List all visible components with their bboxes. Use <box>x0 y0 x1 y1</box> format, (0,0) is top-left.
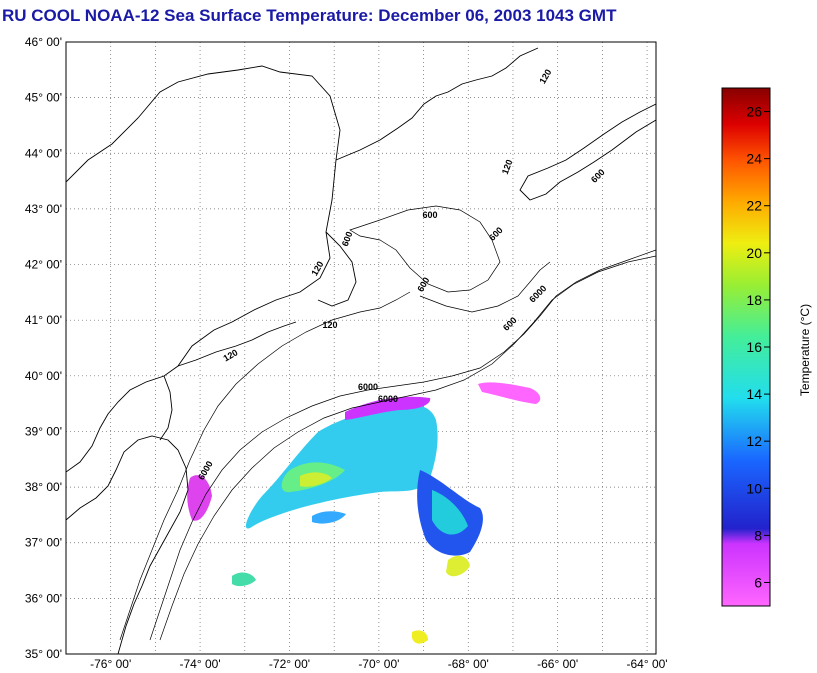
coast-longisland <box>177 321 297 367</box>
isobath-label: 600 <box>422 210 437 220</box>
lat-tick-label: 46° 00' <box>25 35 62 49</box>
isobath-label: 6000 <box>196 459 215 481</box>
colorbar-label: Temperature (°C) <box>798 304 812 396</box>
lat-tick-label: 45° 00' <box>25 91 62 105</box>
isobath-6000 <box>159 255 656 641</box>
sst-patch-north-magenta <box>345 396 431 420</box>
lat-tick-label: 35° 00' <box>25 647 62 661</box>
colorbar-tick-label: 12 <box>746 433 762 449</box>
lon-tick-label: -64° 00' <box>626 657 667 671</box>
isobath-label: 600 <box>487 225 505 243</box>
coast-chesapeake <box>66 435 189 654</box>
sst-patch-main <box>245 404 438 529</box>
isobath-label: 6000 <box>378 394 398 404</box>
colorbar-tick-label: 6 <box>754 574 762 590</box>
colorbar-tick-label: 20 <box>746 245 762 261</box>
colorbar-tick-label: 10 <box>746 480 762 496</box>
map-title: RU COOL NOAA-12 Sea Surface Temperature:… <box>2 6 617 25</box>
colorbar-tick-label: 26 <box>746 104 762 120</box>
isobath-label: 120 <box>322 320 337 330</box>
isobath-label: 600 <box>589 167 607 185</box>
isobath-600 <box>149 249 656 641</box>
lon-tick-label: -68° 00' <box>448 657 489 671</box>
lat-tick-label: 37° 00' <box>25 536 62 550</box>
sst-patches <box>187 382 541 644</box>
sst-patch-cape <box>187 475 212 521</box>
sst-patch-east-cyan <box>432 490 468 535</box>
colorbar-tick-label: 14 <box>746 386 762 402</box>
lat-tick-label: 38° 00' <box>25 480 62 494</box>
isobath-label: 120 <box>309 259 325 277</box>
isobaths <box>119 205 656 641</box>
lon-tick-label: -66° 00' <box>537 657 578 671</box>
isobath-label: 600 <box>501 315 519 333</box>
isobath-label: 600 <box>340 230 355 248</box>
isobath-label: 600 <box>415 275 431 293</box>
sst-patch-bottom <box>412 630 428 644</box>
colorbar <box>721 87 771 607</box>
colorbar-tick-label: 8 <box>754 527 762 543</box>
lat-axis: 46° 00' 45° 00' 44° 00' 43° 00' 42° 00' 41° 0… <box>25 35 62 661</box>
graticule <box>66 42 656 654</box>
isobath-120 <box>119 291 411 641</box>
colorbar-tick-label: 22 <box>746 198 762 214</box>
map-frame <box>65 41 657 655</box>
lon-tick-label: -76° 00' <box>90 657 131 671</box>
isobath-georges <box>419 261 551 313</box>
lat-tick-label: 40° 00' <box>25 369 62 383</box>
coast-novascotia <box>519 103 656 201</box>
sst-patch-yellow <box>300 472 332 487</box>
sst-patch-south2 <box>446 555 470 577</box>
colorbar-tick-label: 18 <box>746 292 762 308</box>
lon-tick-label: -72° 00' <box>269 657 310 671</box>
coast-maine <box>335 47 539 161</box>
lat-tick-label: 41° 00' <box>25 313 62 327</box>
sst-patch-mid <box>312 511 346 524</box>
isobath-gulfmaine <box>349 205 501 293</box>
coast-delaware <box>159 375 173 441</box>
coast-main <box>66 65 341 473</box>
isobath-label: 120 <box>500 158 515 176</box>
colorbar-ticks: 26 24 22 20 18 16 14 12 10 8 6 <box>746 104 770 590</box>
lon-axis: -76° 00' -74° 00' -72° 00' -70° 00' -68° 00'… <box>90 657 667 671</box>
lat-tick-label: 39° 00' <box>25 424 62 438</box>
lon-tick-label: -70° 00' <box>358 657 399 671</box>
sst-patch-ne <box>478 382 541 404</box>
isobath-label: 6000 <box>527 283 548 304</box>
coast-capecod <box>317 231 357 307</box>
lon-tick-label: -74° 00' <box>180 657 221 671</box>
isobath-label: 120 <box>537 67 553 85</box>
lat-tick-label: 36° 00' <box>25 591 62 605</box>
colorbar-tick-label: 16 <box>746 339 762 355</box>
lat-tick-label: 42° 00' <box>25 258 62 272</box>
sst-patch-south1 <box>232 572 256 587</box>
colorbar-tick-label: 24 <box>746 151 762 167</box>
coastline <box>66 47 656 654</box>
lat-tick-label: 44° 00' <box>25 146 62 160</box>
isobath-label: 6000 <box>358 382 378 392</box>
lat-tick-label: 43° 00' <box>25 202 62 216</box>
